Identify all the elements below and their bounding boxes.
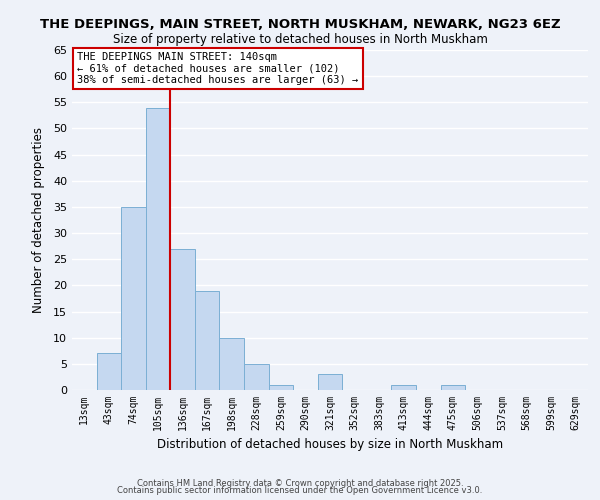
Bar [391, 385, 416, 390]
Text: Contains HM Land Registry data © Crown copyright and database right 2025.: Contains HM Land Registry data © Crown c… [137, 478, 463, 488]
Text: Contains public sector information licensed under the Open Government Licence v3: Contains public sector information licen… [118, 486, 482, 495]
Text: THE DEEPINGS, MAIN STREET, NORTH MUSKHAM, NEWARK, NG23 6EZ: THE DEEPINGS, MAIN STREET, NORTH MUSKHAM… [40, 18, 560, 30]
Bar [318, 374, 342, 390]
Bar [146, 108, 170, 390]
Bar [440, 385, 465, 390]
Bar [220, 338, 244, 390]
Text: Size of property relative to detached houses in North Muskham: Size of property relative to detached ho… [113, 32, 487, 46]
Bar [195, 290, 220, 390]
Bar [170, 249, 195, 390]
Y-axis label: Number of detached properties: Number of detached properties [32, 127, 44, 313]
Bar [244, 364, 269, 390]
Bar [269, 385, 293, 390]
Text: THE DEEPINGS MAIN STREET: 140sqm
← 61% of detached houses are smaller (102)
38% : THE DEEPINGS MAIN STREET: 140sqm ← 61% o… [77, 52, 358, 85]
Bar [97, 354, 121, 390]
Bar [121, 207, 146, 390]
X-axis label: Distribution of detached houses by size in North Muskham: Distribution of detached houses by size … [157, 438, 503, 452]
